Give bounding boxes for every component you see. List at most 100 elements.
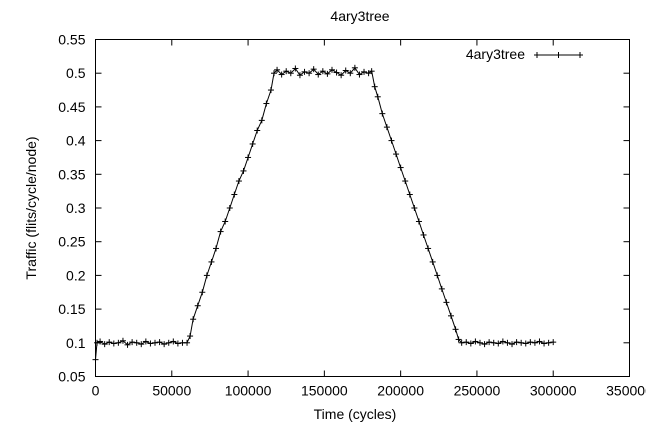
data-point	[495, 340, 502, 347]
data-point	[338, 72, 345, 79]
data-point	[319, 68, 326, 75]
data-point	[518, 339, 525, 346]
data-point	[199, 289, 206, 296]
y-axis: 0.05 0.1 0.15 0.2 0.25 0.3 0.35 0.4 0.45 0.5 0.55	[58, 32, 630, 385]
data-point	[351, 64, 358, 71]
data-point	[119, 337, 126, 344]
data-point	[452, 326, 459, 333]
data-point	[231, 191, 238, 198]
x-axis: 0 50000 100000 150000 200000 250000 300000 3500…	[92, 39, 646, 399]
data-point	[292, 65, 299, 72]
data-point	[203, 272, 210, 279]
data-point	[536, 338, 543, 345]
data-point	[455, 336, 462, 343]
data-point	[296, 72, 303, 79]
x-tick-label: 0	[92, 383, 100, 399]
plot-frame	[95, 39, 630, 377]
data-point	[110, 340, 117, 347]
data-point	[527, 339, 534, 346]
data-point	[190, 316, 197, 323]
data-point	[184, 339, 191, 346]
data-point	[133, 339, 140, 346]
data-point	[356, 71, 363, 78]
legend-marker	[555, 52, 562, 58]
data-point	[101, 341, 108, 348]
data-point	[531, 339, 538, 346]
data-point	[235, 178, 242, 185]
x-tick-label: 200000	[377, 383, 424, 399]
data-point	[522, 340, 529, 347]
data-point	[402, 178, 409, 185]
data-point	[245, 154, 252, 161]
data-point	[476, 339, 483, 346]
data-point	[411, 205, 418, 211]
data-point	[509, 341, 516, 348]
data-point	[379, 110, 386, 117]
data-point	[406, 191, 413, 198]
y-tick-label: 0.55	[58, 32, 85, 48]
data-point	[472, 338, 479, 345]
data-point	[397, 164, 404, 171]
data-point	[324, 70, 331, 77]
y-tick-label: 0.2	[66, 267, 86, 283]
data-point	[306, 70, 313, 77]
data-point	[165, 339, 172, 346]
data-point	[208, 258, 215, 265]
data-point	[447, 312, 454, 319]
data-point	[550, 339, 557, 346]
data-point	[271, 70, 278, 77]
data-point	[258, 117, 265, 124]
y-tick-label: 0.45	[58, 99, 85, 115]
x-tick-label: 250000	[454, 383, 501, 399]
data-point	[94, 339, 101, 346]
y-tick-label: 0.3	[66, 200, 86, 216]
data-point	[415, 218, 422, 225]
x-tick-label: 300000	[530, 383, 577, 399]
data-point	[368, 68, 375, 75]
data-point	[124, 341, 131, 348]
data-point	[274, 66, 281, 73]
data-point	[333, 69, 340, 76]
data-point	[420, 231, 427, 238]
data-point	[142, 338, 149, 345]
x-tick-label: 50000	[152, 383, 191, 399]
data-point	[315, 71, 322, 78]
series-line	[95, 66, 554, 360]
data-point	[388, 137, 395, 144]
legend-marker	[534, 52, 540, 58]
y-tick-label: 0.05	[58, 369, 85, 385]
data-point	[106, 339, 113, 346]
data-point	[161, 341, 168, 348]
data-point	[342, 67, 349, 74]
data-point	[438, 285, 445, 292]
chart-title: 4ary3tree	[330, 8, 389, 24]
data-point	[249, 140, 256, 147]
data-point	[513, 339, 520, 346]
data-point	[92, 356, 99, 363]
data-point	[152, 339, 159, 346]
y-tick-label: 0.4	[66, 133, 86, 149]
data-point	[365, 70, 372, 77]
y-tick-label: 0.5	[66, 65, 86, 81]
data-point	[481, 341, 488, 348]
data-point	[463, 339, 470, 346]
data-point	[490, 339, 497, 346]
data-point	[499, 338, 506, 345]
data-point	[371, 83, 378, 90]
y-axis-title: Traffic (flits/cycle/node)	[23, 136, 39, 279]
y-tick-label: 0.25	[58, 234, 85, 250]
legend: 4ary3tree	[466, 46, 583, 62]
data-point	[226, 205, 233, 211]
legend-marker	[577, 52, 583, 58]
data-point	[213, 245, 220, 252]
data-point	[374, 93, 381, 100]
data-point	[486, 339, 493, 346]
data-point	[393, 151, 400, 158]
y-tick-label: 0.35	[58, 166, 85, 182]
x-tick-label: 150000	[301, 383, 348, 399]
data-point	[425, 245, 432, 252]
data-point	[174, 340, 181, 347]
data-point	[97, 338, 104, 345]
x-axis-title: Time (cycles)	[314, 406, 397, 422]
